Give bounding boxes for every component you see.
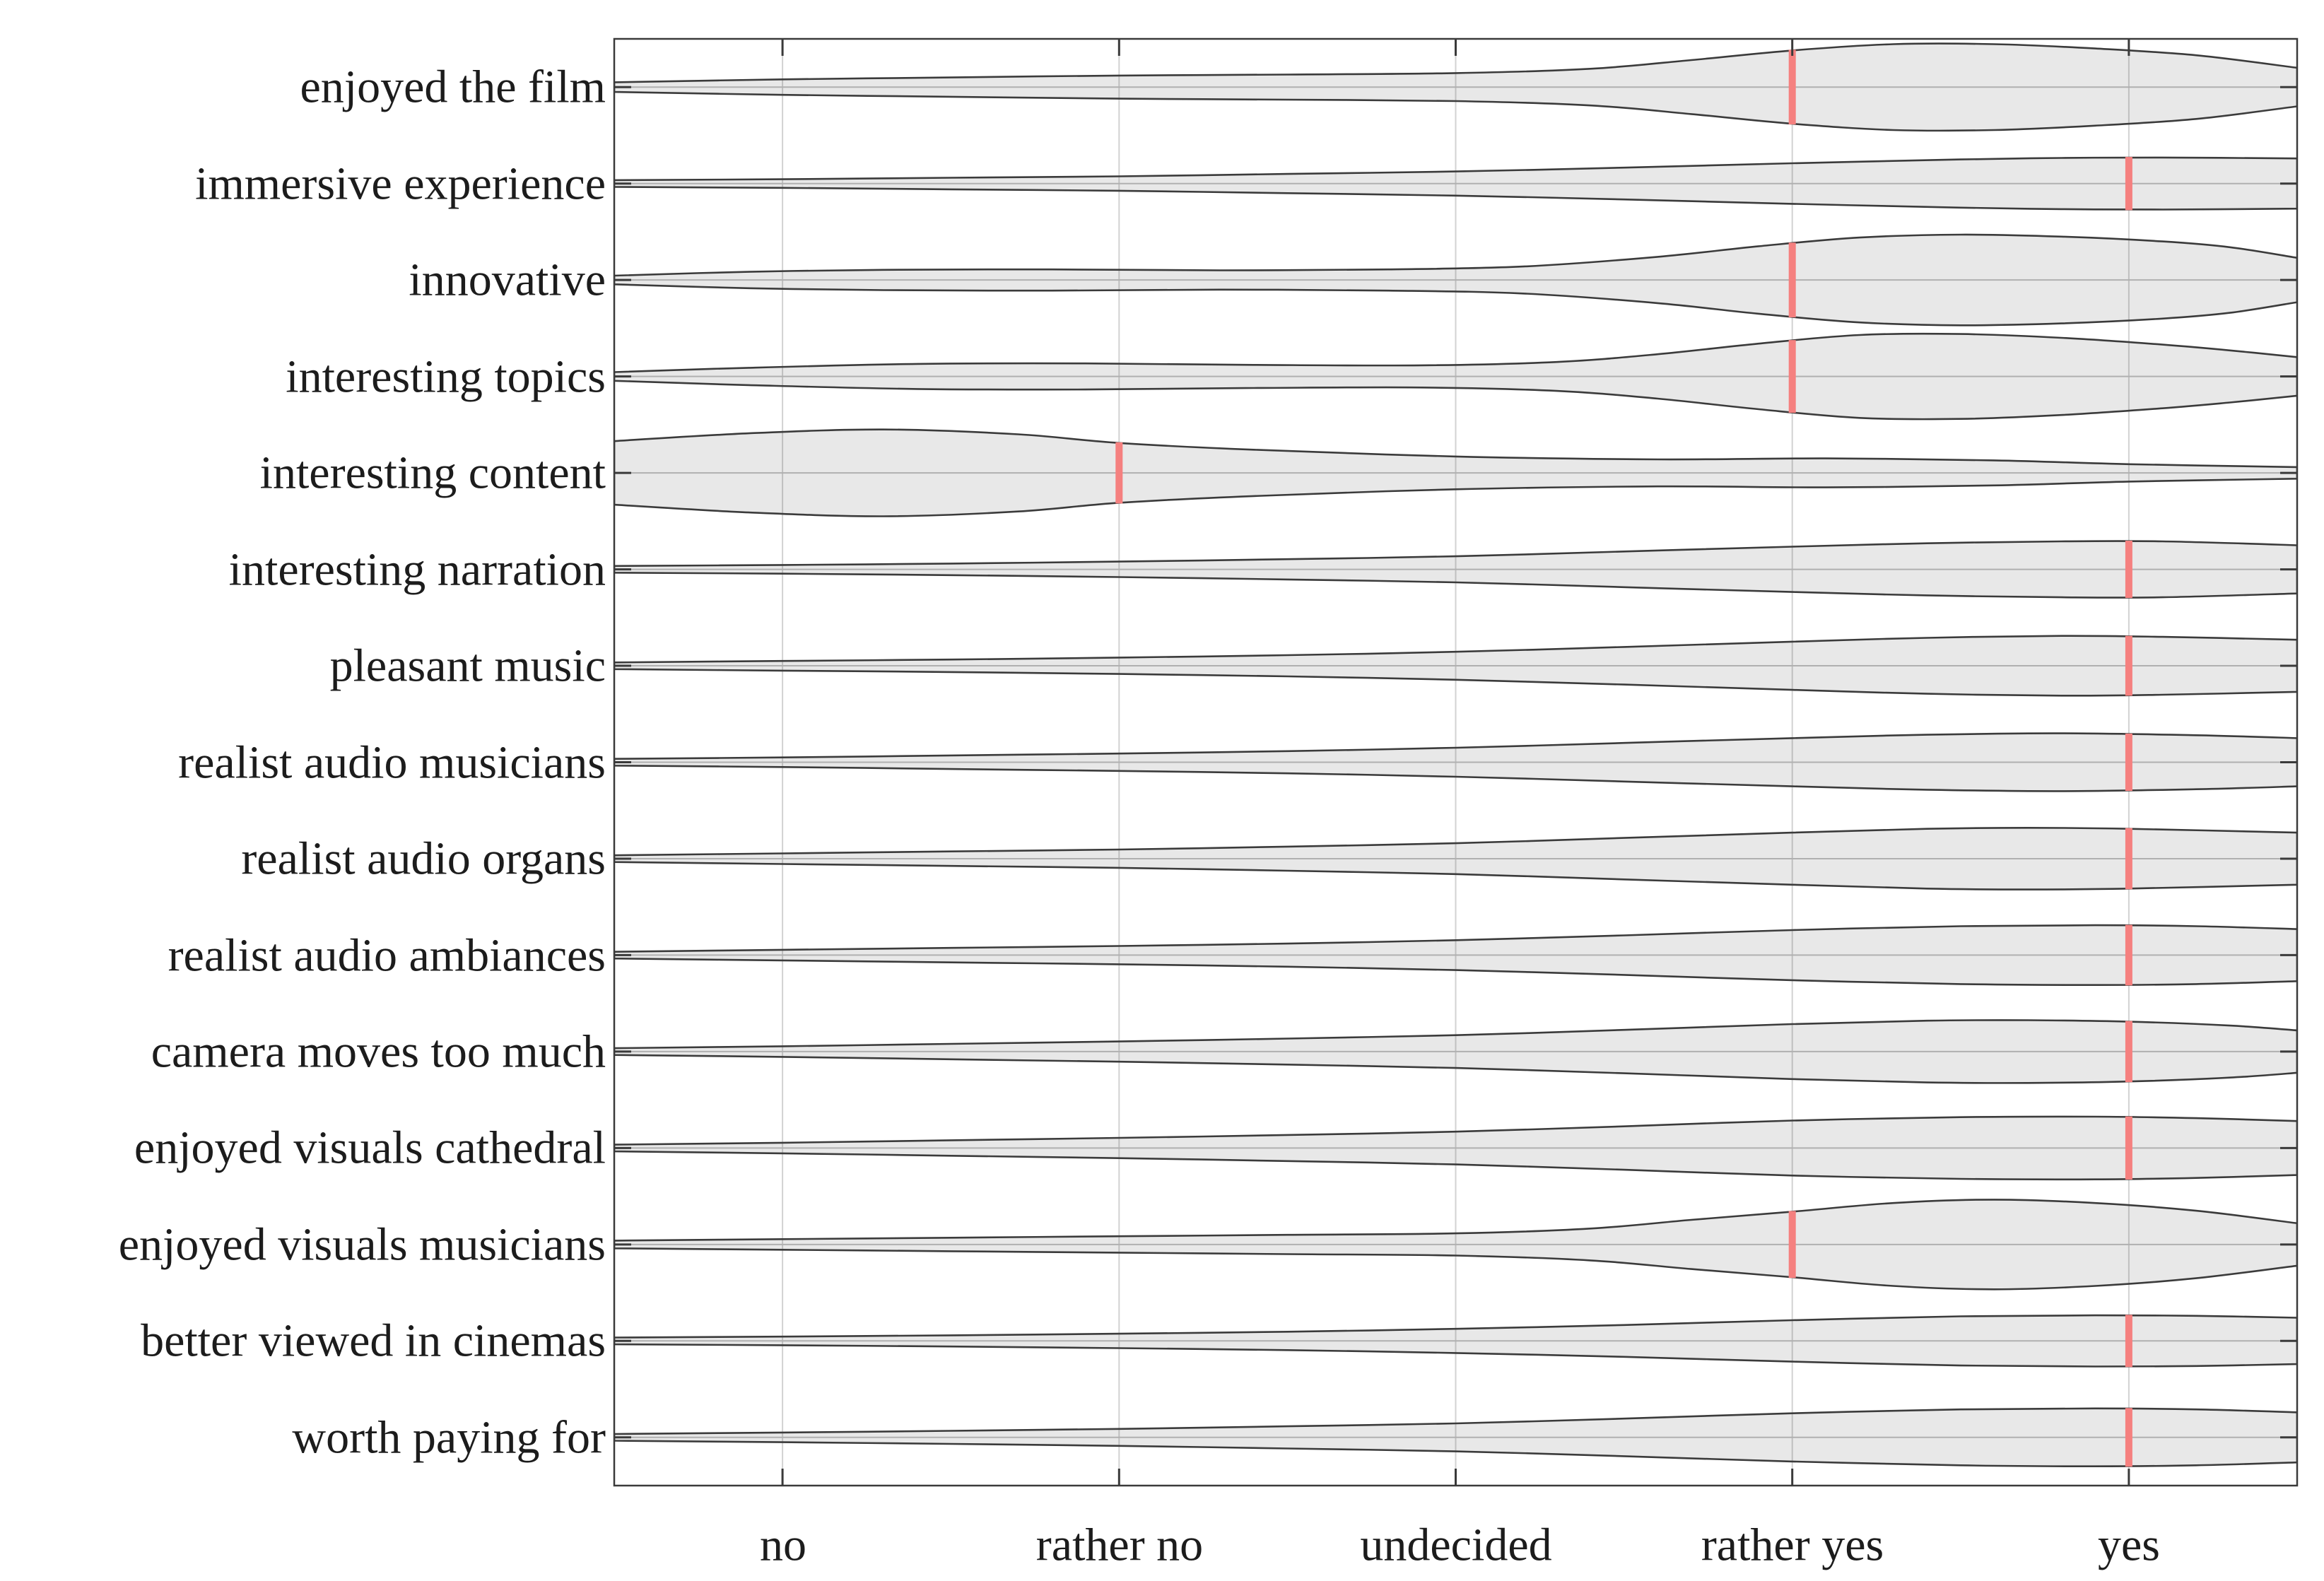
- y-label-pleasant-music: pleasant music: [330, 640, 606, 692]
- violin-shape: [614, 1115, 2297, 1181]
- x-label-rather-yes: rather yes: [1701, 1520, 1884, 1571]
- violin-shape: [614, 42, 2297, 132]
- median-marker: [2125, 635, 2132, 696]
- violin-shape: [614, 1019, 2297, 1084]
- median-marker: [2125, 157, 2132, 211]
- violins-layer: [614, 42, 2297, 1467]
- violin-shape: [614, 1407, 2297, 1467]
- y-label-interesting-content: interesting content: [260, 447, 606, 499]
- violin-shape: [614, 156, 2297, 211]
- median-marker: [2125, 1408, 2132, 1467]
- y-label-better-viewed-in-cinemas: better viewed in cinemas: [141, 1315, 606, 1367]
- median-marker: [1115, 442, 1123, 504]
- violin-shape: [614, 827, 2297, 891]
- x-label-no: no: [760, 1520, 806, 1571]
- y-label-innovative: innovative: [409, 254, 606, 306]
- y-label-camera-moves-too-much: camera moves too much: [151, 1026, 606, 1078]
- y-label-interesting-narration: interesting narration: [229, 544, 606, 596]
- median-markers-layer: [1115, 49, 2132, 1467]
- axis-ticks-layer: [614, 39, 2297, 1486]
- violin-shape: [614, 635, 2297, 697]
- median-marker: [2125, 828, 2132, 890]
- row-center-lines-layer: [614, 86, 2297, 1438]
- y-label-interesting-topics: interesting topics: [286, 351, 606, 403]
- violin-shape: [614, 233, 2297, 327]
- median-marker: [1788, 1211, 1796, 1279]
- violin-shape: [614, 332, 2297, 421]
- median-marker: [1788, 340, 1796, 413]
- median-marker: [1788, 49, 1796, 125]
- median-marker: [2125, 924, 2132, 986]
- x-label-rather-no: rather no: [1036, 1520, 1203, 1571]
- violin-shape: [614, 732, 2297, 792]
- x-label-yes: yes: [2098, 1520, 2160, 1571]
- violin-shape: [614, 1199, 2297, 1291]
- violin-shape: [614, 924, 2297, 986]
- y-label-enjoyed-visuals-musicians: enjoyed visuals musicians: [119, 1219, 606, 1271]
- y-label-realist-audio-ambiances: realist audio ambiances: [168, 930, 606, 982]
- violin-shape: [614, 540, 2297, 599]
- median-marker: [2125, 733, 2132, 792]
- median-marker: [2125, 1315, 2132, 1368]
- y-label-worth-paying-for: worth paying for: [292, 1412, 606, 1464]
- y-label-enjoyed-visuals-cathedral: enjoyed visuals cathedral: [134, 1122, 606, 1174]
- y-label-realist-audio-organs: realist audio organs: [241, 833, 606, 885]
- median-marker: [2125, 540, 2132, 599]
- x-axis-labels: no rather no undecided rather yes yes: [760, 1520, 2160, 1571]
- y-label-enjoyed-the-film: enjoyed the film: [300, 61, 606, 113]
- x-label-undecided: undecided: [1360, 1520, 1551, 1571]
- median-marker: [2125, 1021, 2132, 1083]
- y-label-immersive-experience: immersive experience: [195, 158, 606, 210]
- plot-border: [613, 37, 2299, 1487]
- median-marker: [2125, 1116, 2132, 1180]
- violin-shape: [614, 1314, 2297, 1368]
- y-axis-labels: enjoyed the film immersive experience in…: [119, 61, 606, 1464]
- y-label-realist-audio-musicians: realist audio musicians: [178, 737, 606, 789]
- median-marker: [1788, 242, 1796, 318]
